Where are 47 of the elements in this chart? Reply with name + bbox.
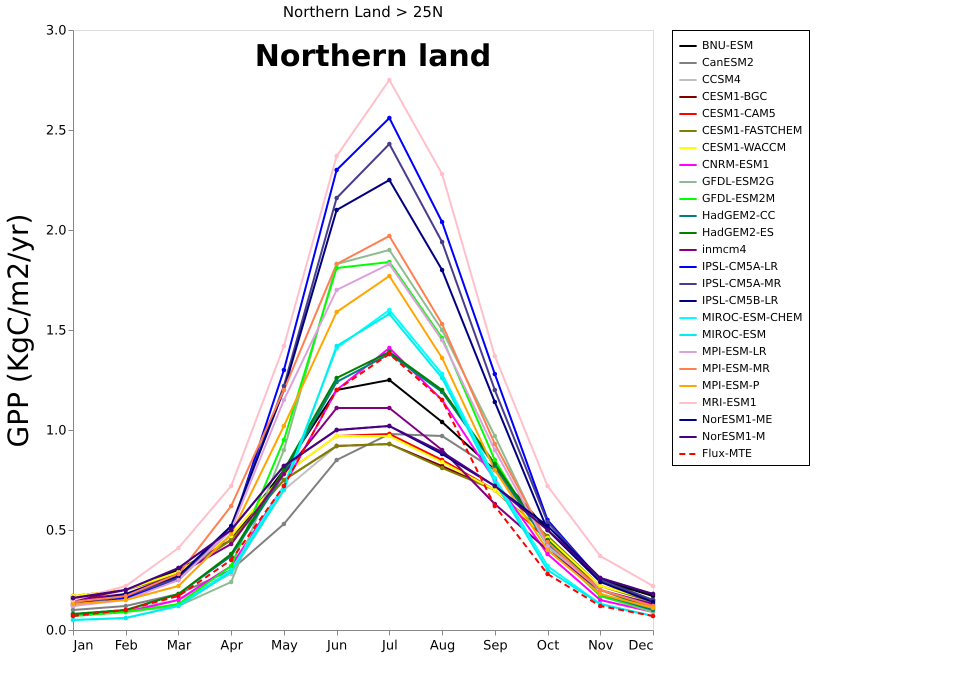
legend-label: GFDL-ESM2M bbox=[702, 192, 776, 205]
legend-label: CESM1-WACCM bbox=[702, 141, 786, 154]
legend-label: IPSL-CM5B-LR bbox=[702, 294, 779, 307]
legend-label: CESM1-BGC bbox=[702, 90, 768, 103]
chart-title: Northern Land > 25N bbox=[282, 3, 444, 21]
y-axis-title: GPP (KgC/m2/yr) bbox=[2, 214, 35, 448]
x-tick-label: Jun bbox=[326, 638, 348, 654]
x-tick-label: Feb bbox=[114, 638, 138, 654]
legend-label: CanESM2 bbox=[702, 56, 754, 69]
y-tick-label: 1.0 bbox=[46, 424, 66, 438]
y-tick-label: 1.5 bbox=[46, 324, 66, 338]
legend-label: HadGEM2-ES bbox=[702, 226, 774, 239]
legend-label: MPI-ESM-LR bbox=[702, 345, 767, 358]
y-tick-label: 0.5 bbox=[46, 524, 66, 538]
x-tick-label: Nov bbox=[588, 638, 614, 654]
legend-label: Flux-MTE bbox=[702, 447, 752, 460]
annotation: Northern land bbox=[254, 39, 492, 74]
y-tick-label: 3.0 bbox=[46, 24, 66, 38]
x-tick-label: May bbox=[270, 638, 298, 654]
y-tick-label: 2.0 bbox=[46, 224, 66, 238]
legend-label: IPSL-CM5A-MR bbox=[702, 277, 782, 290]
x-tick-label: Aug bbox=[430, 638, 456, 654]
legend-label: MIROC-ESM-CHEM bbox=[702, 311, 802, 324]
legend-label: NorESM1-M bbox=[702, 430, 766, 443]
legend-label: MIROC-ESM bbox=[702, 328, 766, 341]
legend-label: CESM1-CAM5 bbox=[702, 107, 776, 120]
y-tick-label: 0.0 bbox=[46, 624, 66, 638]
x-tick-label: Sep bbox=[483, 638, 508, 654]
legend-label: CNRM-ESM1 bbox=[702, 158, 770, 171]
legend-label: MPI-ESM-MR bbox=[702, 362, 770, 375]
x-tick-label: Oct bbox=[536, 638, 560, 654]
legend-label: MPI-ESM-P bbox=[702, 379, 760, 392]
legend-label: inmcm4 bbox=[702, 243, 747, 256]
legend-label: CCSM4 bbox=[702, 73, 741, 86]
x-tick-label: Mar bbox=[166, 638, 192, 654]
x-tick-label: Apr bbox=[220, 638, 244, 654]
y-tick-label: 2.5 bbox=[46, 124, 66, 138]
x-tick-label: Jan bbox=[72, 638, 94, 654]
legend-label: CESM1-FASTCHEM bbox=[702, 124, 802, 137]
x-tick-label: Dec bbox=[628, 638, 654, 654]
legend-label: BNU-ESM bbox=[702, 39, 754, 52]
x-tick-label: Jul bbox=[381, 638, 398, 654]
legend-label: NorESM1-ME bbox=[702, 413, 772, 426]
legend-label: GFDL-ESM2G bbox=[702, 175, 774, 188]
legend-label: IPSL-CM5A-LR bbox=[702, 260, 778, 273]
legend-label: HadGEM2-CC bbox=[702, 209, 776, 222]
legend-label: MRI-ESM1 bbox=[702, 396, 757, 409]
